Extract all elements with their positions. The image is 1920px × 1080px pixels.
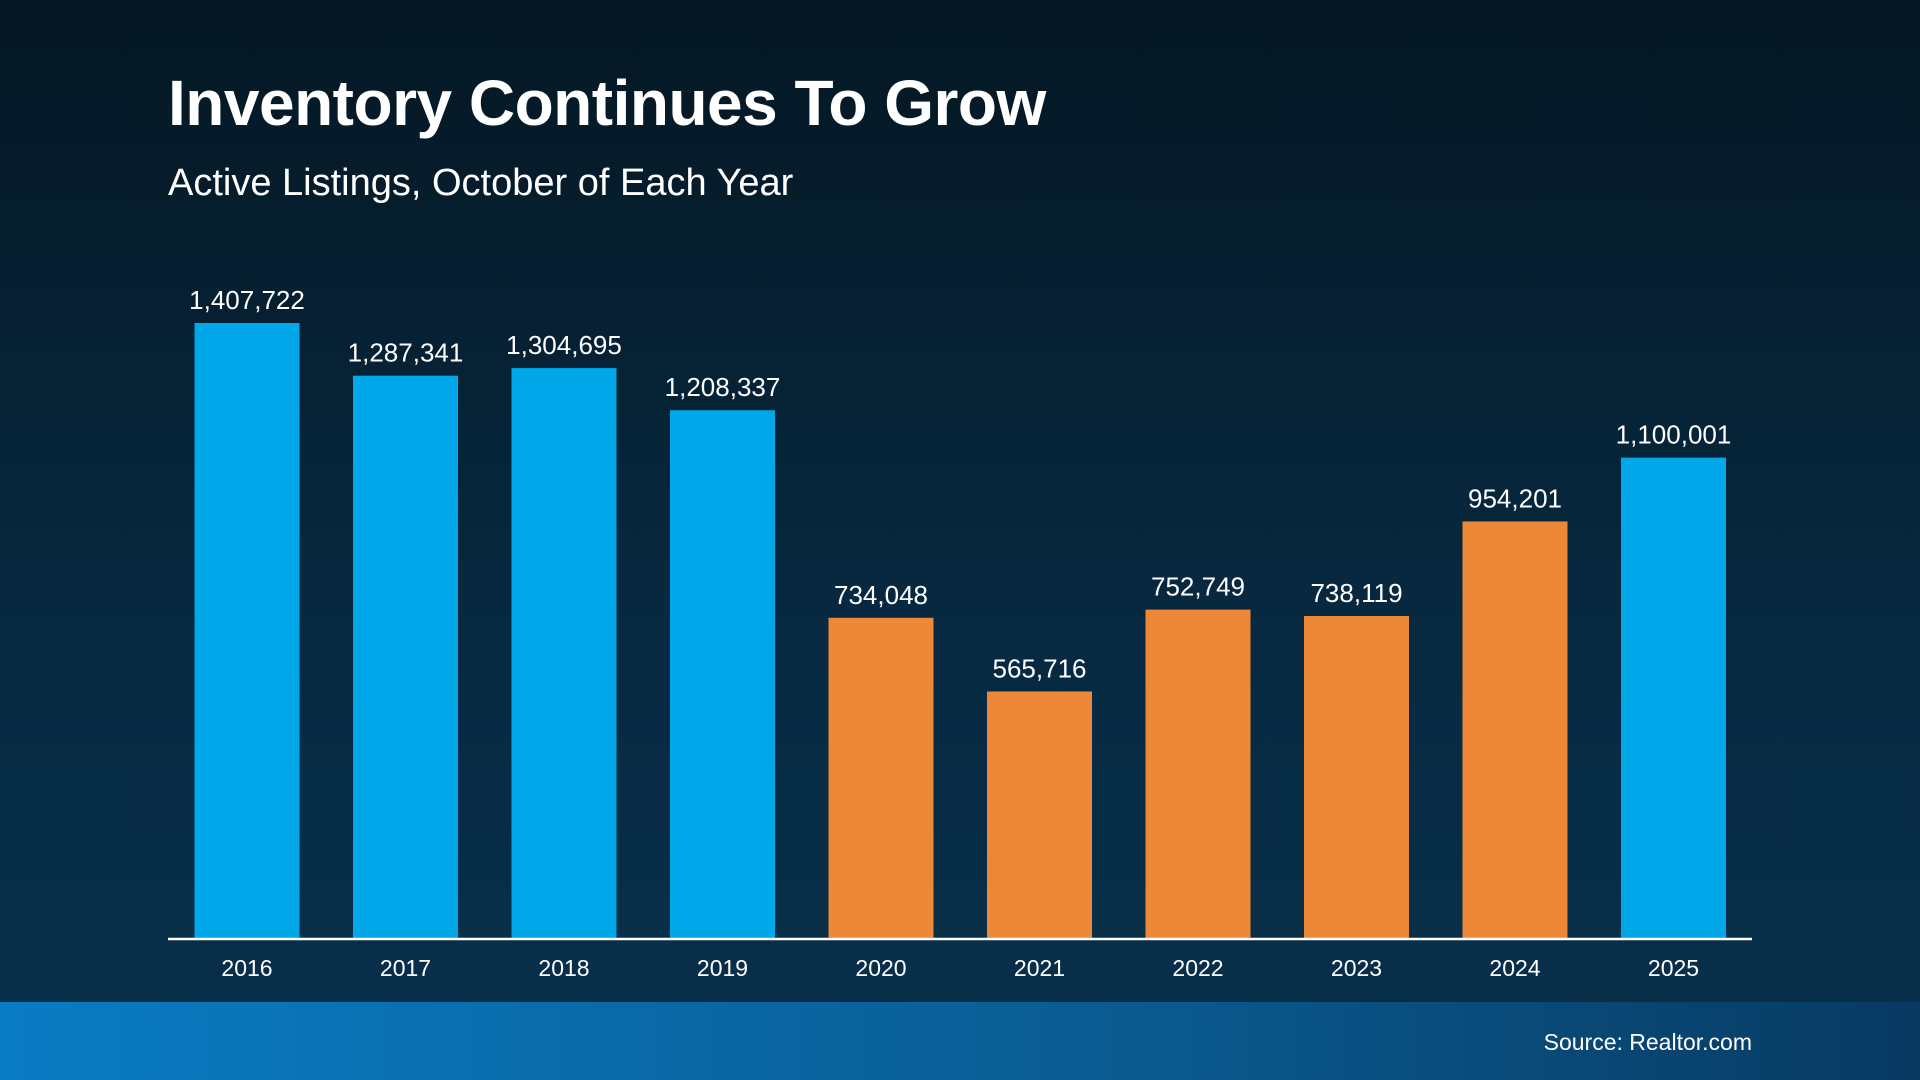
bar-2022 — [1145, 609, 1251, 939]
data-label-2016: 1,407,722 — [189, 285, 305, 315]
data-label-2020: 734,048 — [834, 580, 928, 610]
data-label-2018: 1,304,695 — [506, 330, 622, 360]
bar-2023 — [1304, 616, 1409, 939]
x-tick-label: 2019 — [697, 955, 748, 981]
x-tick-label: 2023 — [1331, 955, 1382, 981]
x-tick-label: 2021 — [1014, 955, 1065, 981]
data-label-2024: 954,201 — [1468, 483, 1562, 513]
chart-subtitle: Active Listings, October of Each Year — [168, 162, 794, 204]
data-label-2017: 1,287,341 — [348, 338, 464, 368]
x-tick-label: 2024 — [1489, 955, 1540, 981]
bar-2017 — [353, 375, 458, 939]
data-label-2023: 738,119 — [1310, 578, 1402, 608]
x-tick-label: 2020 — [855, 955, 906, 981]
data-label-2019: 1,208,337 — [665, 372, 781, 402]
x-tick-label: 2017 — [380, 955, 431, 981]
bar-2018 — [511, 368, 617, 939]
bar-2016 — [194, 323, 300, 939]
data-label-2021: 565,716 — [993, 653, 1087, 683]
source-text: Source: Realtor.com — [1543, 1029, 1752, 1055]
bar-2019 — [670, 410, 775, 939]
bar-2021 — [987, 691, 1092, 939]
x-tick-label: 2025 — [1648, 955, 1699, 981]
data-label-2022: 752,749 — [1151, 572, 1245, 602]
bar-2020 — [828, 617, 934, 939]
bar-2024 — [1462, 521, 1568, 939]
x-tick-label: 2022 — [1172, 955, 1223, 981]
footer-bar: Source: Realtor.com — [0, 1002, 1920, 1080]
chart-title: Inventory Continues To Grow — [168, 67, 1046, 139]
data-label-2025: 1,100,001 — [1616, 420, 1732, 450]
bar-chart: 1,407,722 2016 1,287,341 2017 1,304,695 2018 1… — [189, 285, 1732, 981]
x-tick-label: 2018 — [538, 955, 589, 981]
bar-2025 — [1621, 457, 1726, 939]
x-tick-label: 2016 — [221, 955, 272, 981]
